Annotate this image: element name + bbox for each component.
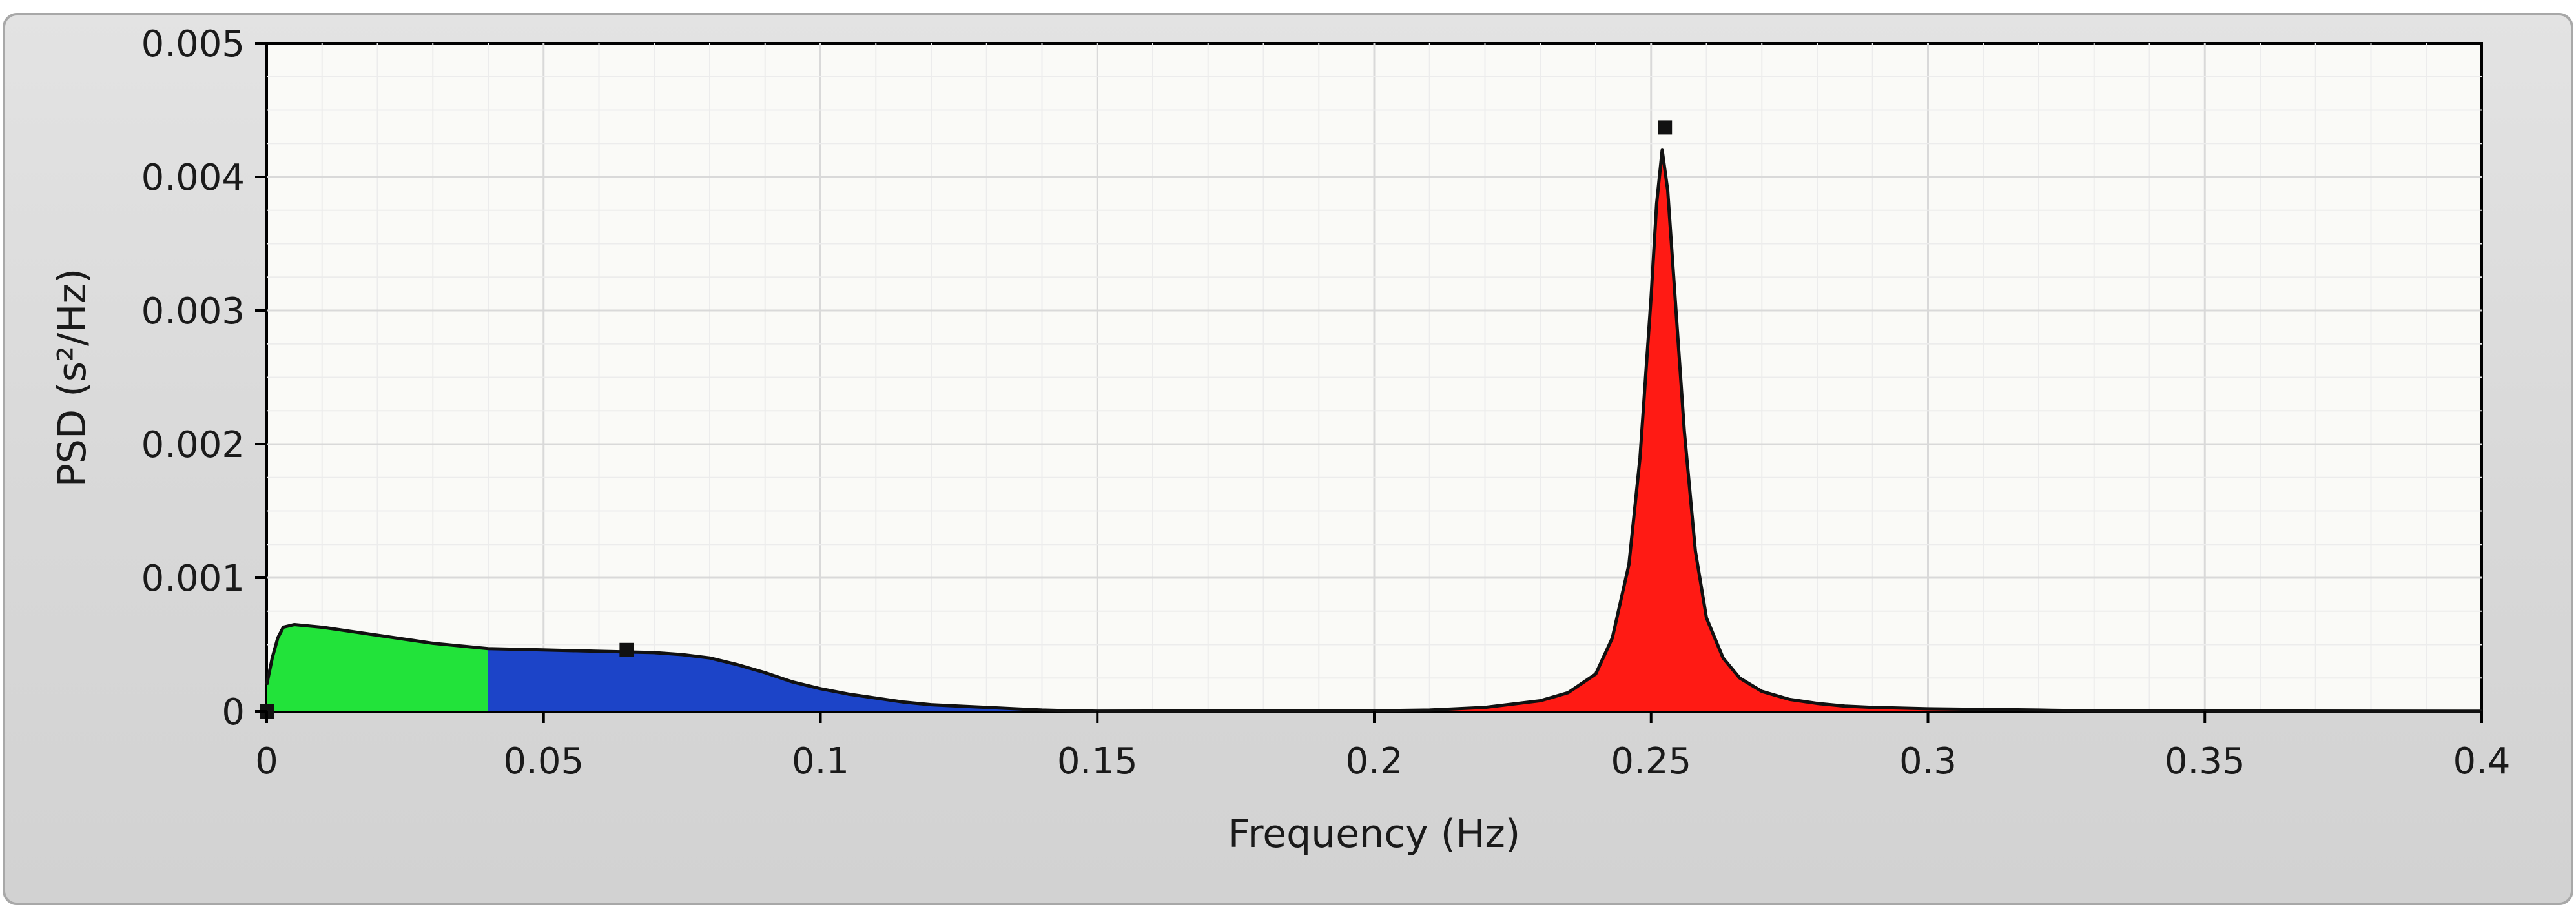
psd-curve [265, 148, 2482, 713]
y-tick-labels: 0 0.001 0.002 0.003 0.004 0.005 [141, 23, 245, 733]
x-tick-label: 0.3 [1899, 740, 1957, 782]
y-tick-label: 0.005 [141, 23, 245, 65]
x-axis-title: Frequency (Hz) [1228, 811, 1520, 857]
x-tick-label: 0.15 [1057, 740, 1138, 782]
grid-lines [267, 43, 2482, 711]
y-tick-label: 0.004 [141, 157, 245, 199]
band-area-lf [488, 648, 1098, 711]
x-tick-label: 0 [255, 740, 278, 782]
x-tick-label: 0.4 [2453, 740, 2510, 782]
peak-marker-lf [619, 642, 634, 657]
y-tick-label: 0.002 [141, 424, 245, 466]
x-tick-label: 0.05 [503, 740, 584, 782]
band-areas [267, 150, 2482, 712]
y-axis-title: PSD (s²/Hz) [50, 269, 95, 487]
y-tick-label: 0.001 [141, 558, 245, 600]
axis-ticks [255, 42, 2483, 723]
peak-marker-hf [1658, 120, 1673, 135]
x-tick-label: 0.1 [792, 740, 849, 782]
x-tick-label: 0.35 [2165, 740, 2245, 782]
x-tick-label: 0.25 [1611, 740, 1691, 782]
band-area-vlf [267, 624, 488, 711]
y-tick-label: 0 [222, 691, 245, 733]
x-tick-labels: 0 0.05 0.1 0.15 0.2 0.25 0.3 0.35 0.4 [255, 740, 2510, 782]
x-tick-label: 0.2 [1345, 740, 1403, 782]
psd-outline [265, 148, 2482, 713]
y-tick-label: 0.003 [141, 291, 245, 332]
